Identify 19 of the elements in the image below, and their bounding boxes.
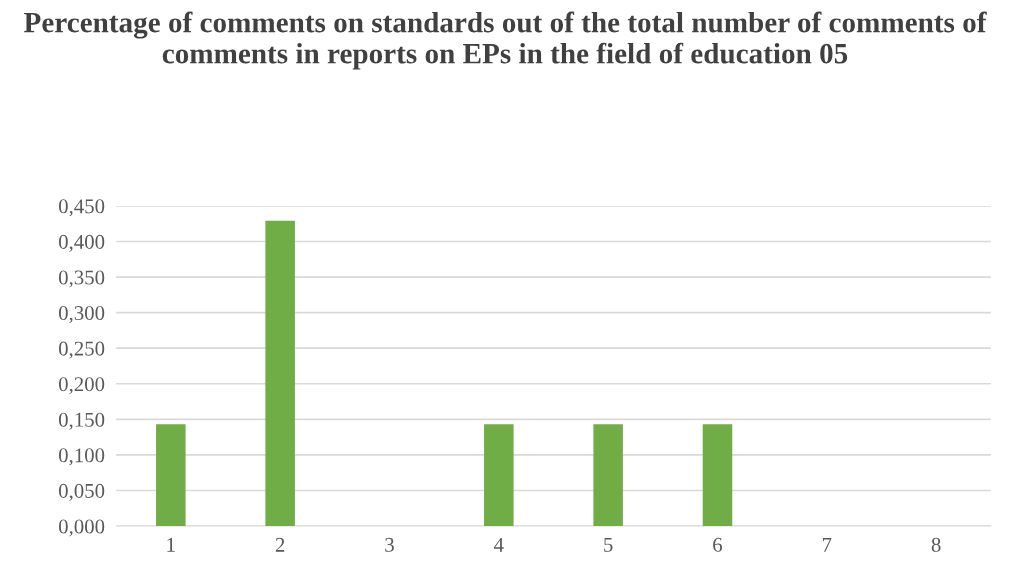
y-tick-label: 0,300: [58, 305, 105, 324]
x-tick-label: 8: [931, 537, 941, 552]
y-tick-label: 0,150: [58, 412, 105, 430]
y-tick-label: 0,000: [58, 519, 105, 537]
y-tick-label: 0,350: [58, 270, 105, 288]
chart-title: Percentage of comments on standards out of the total number of comments of comments in reports on EPs in the field of education 05: [24, 11, 987, 70]
y-tick-label: 0,400: [58, 234, 105, 252]
y-tick-label: 0,250: [58, 341, 105, 359]
y-tick-label: 0,450: [58, 199, 105, 217]
x-tick-label: 3: [385, 537, 394, 552]
x-tick-label: 5: [604, 537, 613, 552]
x-tick-label: 6: [713, 537, 723, 552]
x-tick-label: 7: [822, 537, 832, 552]
x-tick-label: 2: [275, 537, 285, 552]
x-tick-label: 4: [494, 537, 504, 552]
y-tick-label: 0,100: [58, 448, 105, 466]
y-tick-label: 0,200: [58, 377, 105, 395]
x-tick-label: 1: [167, 537, 175, 552]
y-tick-label: 0,050: [58, 483, 105, 501]
